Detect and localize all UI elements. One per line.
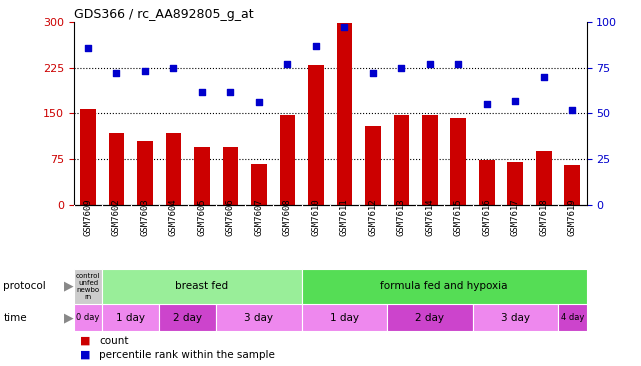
Text: GSM7602: GSM7602: [112, 198, 121, 236]
Point: [112, 70, 122, 76]
Text: GSM7617: GSM7617: [511, 198, 520, 236]
Text: GSM7604: GSM7604: [169, 198, 178, 236]
Bar: [222, 147, 238, 205]
Text: ▶: ▶: [63, 280, 74, 293]
Text: count: count: [99, 336, 129, 346]
Text: time: time: [3, 313, 27, 322]
Bar: [74, 269, 102, 304]
Point: [311, 43, 321, 49]
Bar: [337, 23, 352, 205]
Bar: [422, 115, 438, 205]
Bar: [365, 126, 381, 205]
Text: GSM7609: GSM7609: [83, 198, 92, 236]
Text: 1 day: 1 day: [116, 313, 146, 322]
Text: GSM7606: GSM7606: [226, 198, 235, 236]
Text: GSM7616: GSM7616: [482, 198, 491, 236]
Bar: [508, 162, 523, 205]
Point: [396, 65, 406, 71]
Text: percentile rank within the sample: percentile rank within the sample: [99, 350, 275, 359]
Bar: [108, 133, 124, 205]
Bar: [102, 269, 302, 304]
Bar: [216, 304, 302, 331]
Bar: [159, 304, 216, 331]
Bar: [308, 65, 324, 205]
Point: [339, 25, 349, 30]
Text: GSM7610: GSM7610: [312, 198, 320, 236]
Bar: [451, 118, 466, 205]
Text: GSM7618: GSM7618: [539, 198, 548, 236]
Text: GSM7608: GSM7608: [283, 198, 292, 236]
Bar: [137, 141, 153, 205]
Point: [425, 61, 435, 67]
Text: GSM7607: GSM7607: [254, 198, 263, 236]
Bar: [394, 115, 409, 205]
Point: [567, 107, 578, 113]
Text: 2 day: 2 day: [415, 313, 444, 322]
Text: 1 day: 1 day: [330, 313, 359, 322]
Bar: [251, 164, 267, 205]
Text: protocol: protocol: [3, 281, 46, 291]
Text: GSM7612: GSM7612: [369, 198, 378, 236]
Text: formula fed and hypoxia: formula fed and hypoxia: [380, 281, 508, 291]
Bar: [302, 269, 587, 304]
Bar: [472, 304, 558, 331]
Text: 2 day: 2 day: [173, 313, 202, 322]
Point: [140, 68, 150, 74]
Point: [510, 98, 520, 104]
Text: GSM7619: GSM7619: [568, 198, 577, 236]
Point: [282, 61, 292, 67]
Point: [453, 61, 463, 67]
Point: [83, 45, 93, 51]
Text: 3 day: 3 day: [244, 313, 274, 322]
Text: ■: ■: [80, 336, 90, 346]
Bar: [558, 304, 587, 331]
Bar: [387, 304, 472, 331]
Text: GSM7611: GSM7611: [340, 198, 349, 236]
Bar: [479, 160, 495, 205]
Point: [197, 89, 207, 94]
Bar: [80, 109, 96, 205]
Bar: [74, 304, 102, 331]
Text: 3 day: 3 day: [501, 313, 530, 322]
Point: [225, 89, 235, 94]
Text: GSM7603: GSM7603: [140, 198, 149, 236]
Text: GDS366 / rc_AA892805_g_at: GDS366 / rc_AA892805_g_at: [74, 8, 253, 21]
Bar: [302, 304, 387, 331]
Text: breast fed: breast fed: [176, 281, 228, 291]
Point: [368, 70, 378, 76]
Bar: [165, 133, 181, 205]
Text: 0 day: 0 day: [76, 313, 99, 322]
Text: 4 day: 4 day: [561, 313, 584, 322]
Text: ■: ■: [80, 350, 90, 359]
Bar: [102, 304, 159, 331]
Text: GSM7615: GSM7615: [454, 198, 463, 236]
Point: [481, 101, 492, 107]
Text: ▶: ▶: [63, 311, 74, 324]
Point: [169, 65, 179, 71]
Bar: [279, 115, 296, 205]
Text: GSM7613: GSM7613: [397, 198, 406, 236]
Point: [538, 74, 549, 80]
Text: GSM7614: GSM7614: [426, 198, 435, 236]
Text: GSM7605: GSM7605: [197, 198, 206, 236]
Text: control
unfed
newbo
rn: control unfed newbo rn: [76, 273, 100, 300]
Point: [254, 100, 264, 105]
Bar: [536, 151, 552, 205]
Bar: [565, 165, 580, 205]
Bar: [194, 147, 210, 205]
